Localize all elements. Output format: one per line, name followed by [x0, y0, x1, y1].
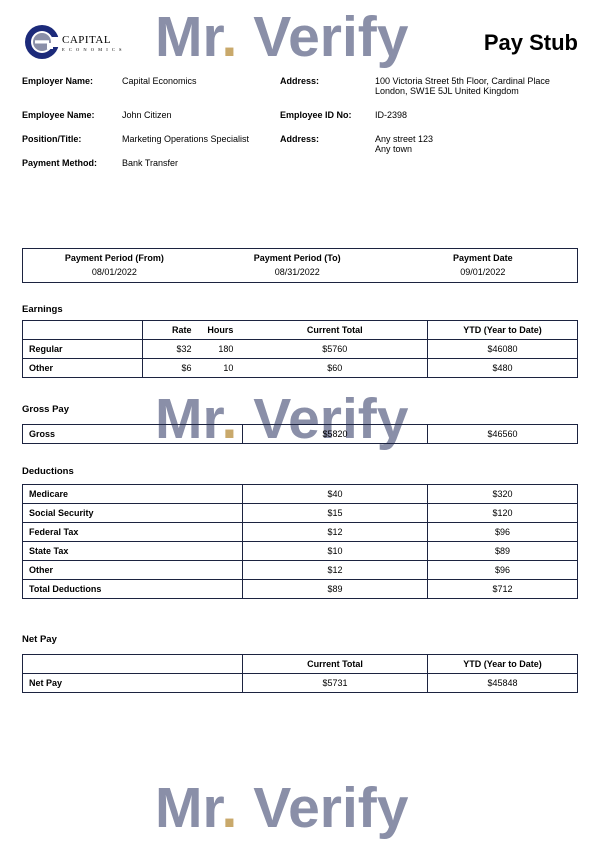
table-row: Gross $5820 $46560 — [23, 425, 578, 444]
deductions-heading: Deductions — [22, 466, 74, 477]
table-row: Net Pay $5731 $45848 — [23, 674, 578, 693]
net-pay-table: Current Total YTD (Year to Date) Net Pay… — [22, 654, 578, 693]
period-to-header: Payment Period (To) — [206, 249, 389, 265]
employer-address-value: 100 Victoria Street 5th Floor, Cardinal … — [375, 76, 578, 96]
watermark: Mr. Verify — [155, 775, 409, 841]
payment-date-value: 09/01/2022 — [389, 265, 577, 282]
svg-text:E C O N O M I C S: E C O N O M I C S — [62, 47, 123, 52]
table-row: Medicare $40 $320 — [23, 485, 578, 504]
payment-method-label: Payment Method: — [22, 158, 122, 168]
info-block: Employer Name: Capital Economics Address… — [22, 76, 578, 182]
period-from-value: 08/01/2022 — [23, 265, 206, 282]
svg-text:CAPITAL: CAPITAL — [62, 34, 111, 46]
employee-name-label: Employee Name: — [22, 110, 122, 120]
table-row: Other $12 $96 — [23, 561, 578, 580]
employer-name-label: Employer Name: — [22, 76, 122, 96]
gross-pay-heading: Gross Pay — [22, 404, 69, 415]
employee-address-value: Any street 123 Any town — [375, 134, 578, 154]
deductions-table: Medicare $40 $320 Social Security $15 $1… — [22, 484, 578, 599]
gross-pay-table: Gross $5820 $46560 — [22, 424, 578, 444]
earnings-table: Rate Hours Current Total YTD (Year to Da… — [22, 320, 578, 378]
employee-id-label: Employee ID No: — [280, 110, 375, 120]
watermark: Mr. Verify — [155, 4, 409, 70]
earnings-heading: Earnings — [22, 304, 63, 315]
employer-address-label: Address: — [280, 76, 375, 96]
payment-period-table: Payment Period (From) Payment Period (To… — [22, 248, 578, 283]
page-title: Pay Stub — [484, 30, 578, 56]
table-row: State Tax $10 $89 — [23, 542, 578, 561]
table-row: Regular $32 180 $5760 $46080 — [23, 340, 578, 359]
table-row: Other $6 10 $60 $480 — [23, 359, 578, 378]
payment-date-header: Payment Date — [389, 249, 577, 265]
position-label: Position/Title: — [22, 134, 122, 154]
table-row: Total Deductions $89 $712 — [23, 580, 578, 599]
employee-id-value: ID-2398 — [375, 110, 578, 120]
employer-name-value: Capital Economics — [122, 76, 280, 96]
net-pay-heading: Net Pay — [22, 634, 57, 645]
employee-name-value: John Citizen — [122, 110, 280, 120]
table-row: Social Security $15 $120 — [23, 504, 578, 523]
period-from-header: Payment Period (From) — [23, 249, 206, 265]
company-logo: CAPITAL E C O N O M I C S — [22, 22, 132, 62]
table-row: Federal Tax $12 $96 — [23, 523, 578, 542]
payment-method-value: Bank Transfer — [122, 158, 280, 168]
position-value: Marketing Operations Specialist — [122, 134, 280, 154]
employee-address-label: Address: — [280, 134, 375, 154]
period-to-value: 08/31/2022 — [206, 265, 389, 282]
